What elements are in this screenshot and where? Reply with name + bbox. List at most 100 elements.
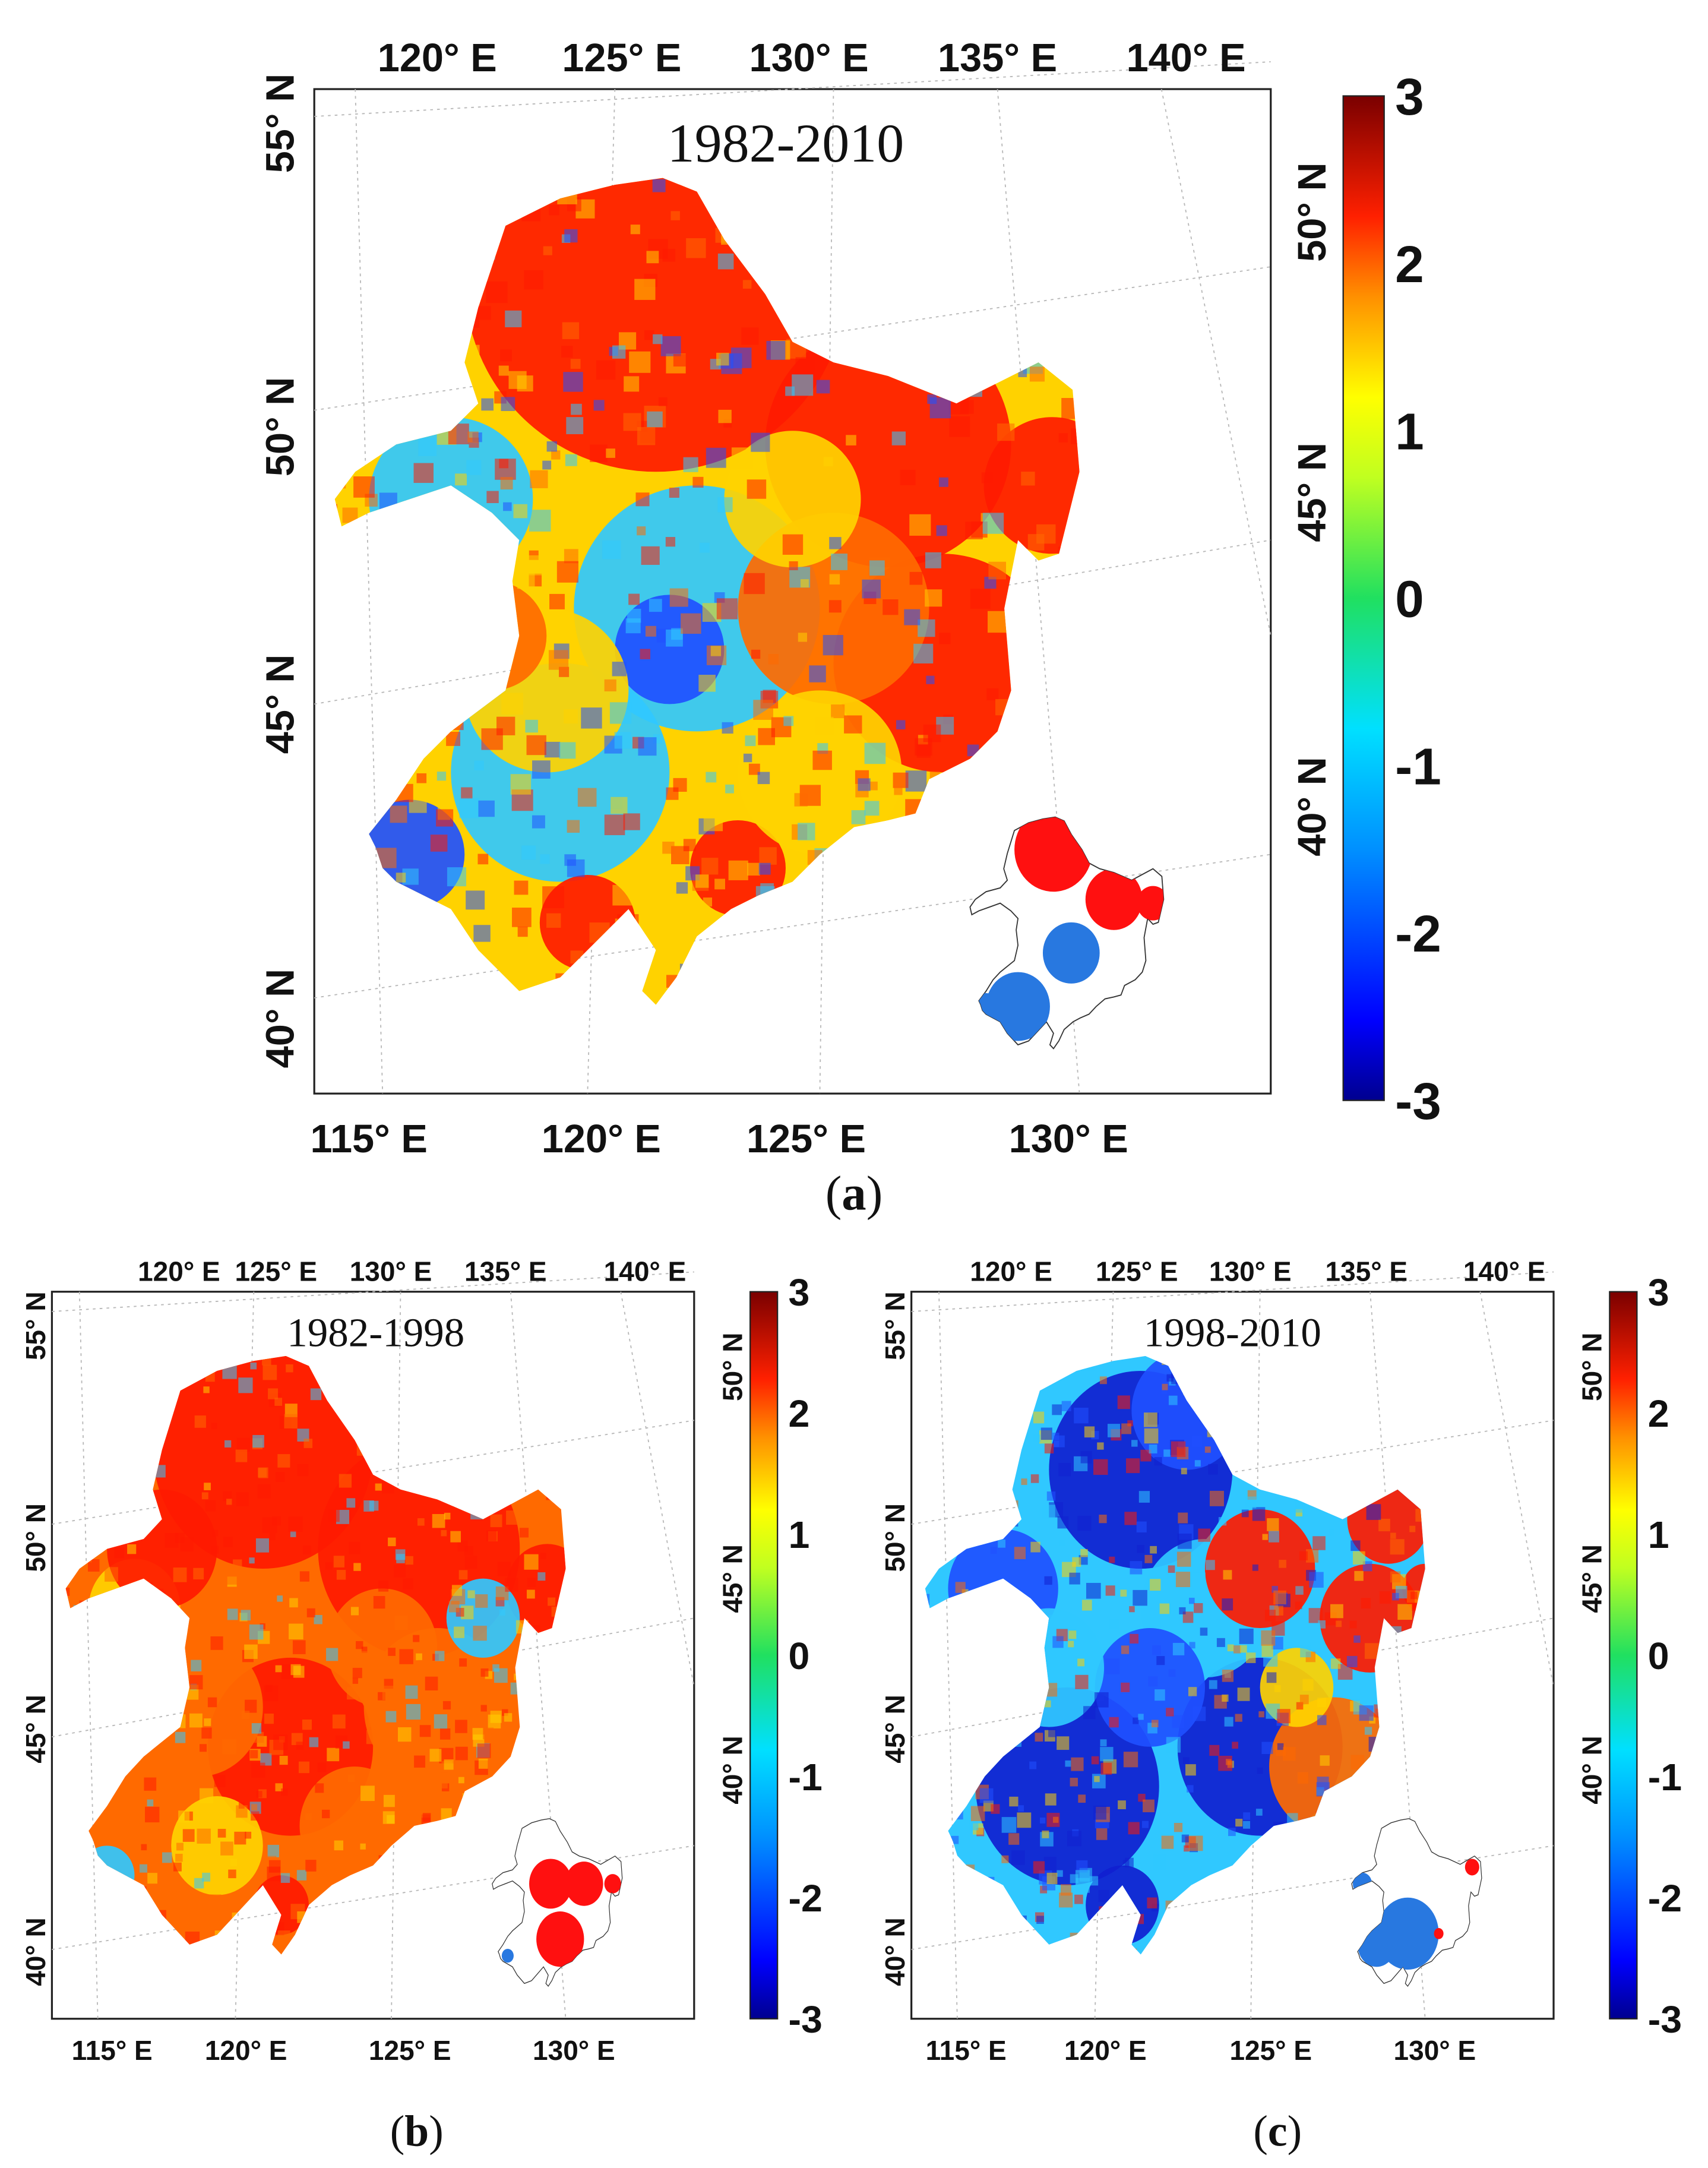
colorbar-tick-label: 2 xyxy=(1395,235,1424,293)
map-pixel xyxy=(988,561,1006,580)
map-pixel xyxy=(1011,1850,1025,1865)
map-pixel xyxy=(1267,1518,1279,1531)
map-pixel xyxy=(1093,1805,1106,1820)
map-pixel xyxy=(612,884,634,906)
map-pixel xyxy=(383,1794,395,1807)
top-longitude-label: 120° E xyxy=(378,36,497,80)
map-pixel xyxy=(292,1640,306,1654)
map-pixel xyxy=(634,279,656,300)
left-latitude-label: 40° N xyxy=(880,1917,910,1986)
map-pixel xyxy=(742,280,752,289)
map-pixel xyxy=(459,1658,467,1667)
map-pixel xyxy=(1040,1427,1052,1440)
map-pixel xyxy=(683,839,696,852)
map-pixel xyxy=(1191,1436,1203,1447)
map-pixel xyxy=(514,880,529,895)
map-pixel xyxy=(211,1546,219,1554)
map-pixel xyxy=(1328,1529,1334,1536)
map-pixel xyxy=(467,431,479,443)
map-pixel xyxy=(490,1711,502,1723)
top-longitude-label: 130° E xyxy=(749,36,869,80)
colorbar xyxy=(749,1291,779,2020)
map-pixel xyxy=(1130,1633,1139,1644)
map-pixel xyxy=(207,1697,217,1708)
map-pixel xyxy=(1243,1821,1251,1829)
map-pixel xyxy=(1224,1717,1233,1727)
map-pixel xyxy=(581,707,602,729)
map-pixel xyxy=(1058,1462,1071,1477)
map-pixel xyxy=(122,1799,131,1807)
map-pixel xyxy=(1295,1586,1304,1595)
map-pixel xyxy=(1309,1572,1324,1588)
map-pixel xyxy=(638,737,657,756)
map-pixel xyxy=(717,497,733,513)
map-pixel xyxy=(1209,1680,1217,1689)
map-anomaly-region xyxy=(171,1796,263,1895)
map-pixel xyxy=(1266,1672,1277,1683)
map-pixel xyxy=(114,1547,125,1559)
map-pixel xyxy=(199,1744,207,1752)
map-pixel xyxy=(1065,1760,1071,1767)
map-pixel xyxy=(725,784,734,794)
map-pixel xyxy=(414,1755,426,1768)
map-pixel xyxy=(162,1852,172,1863)
map-pixel xyxy=(1261,1630,1276,1646)
map-pixel xyxy=(342,1640,350,1648)
map-pixel xyxy=(1131,1440,1138,1447)
map-pixel xyxy=(1239,1628,1254,1644)
panel-caption: (a) xyxy=(825,1166,883,1221)
map-pixel xyxy=(1080,1548,1088,1557)
map-pixel xyxy=(510,774,532,795)
map-pixel xyxy=(1078,1794,1086,1803)
map-pixel xyxy=(789,561,798,571)
map-pixel xyxy=(1192,1706,1206,1721)
left-latitude-label: 50° N xyxy=(20,1503,51,1572)
map-pixel xyxy=(670,211,680,220)
map-pixel xyxy=(564,549,578,564)
map-pixel xyxy=(378,1581,389,1592)
map-pixel xyxy=(477,1743,491,1758)
map-pixel xyxy=(346,1498,356,1508)
map-pixel xyxy=(1218,1755,1232,1771)
map-pixel xyxy=(798,633,808,642)
map-pixel xyxy=(305,1860,317,1872)
map-pixel xyxy=(559,742,576,759)
period-title: 1982-1998 xyxy=(287,1310,464,1355)
map-pixel xyxy=(245,1831,252,1839)
map-pixel xyxy=(969,1820,979,1831)
map-pixel xyxy=(284,1414,298,1429)
top-longitude-label: 130° E xyxy=(1209,1256,1292,1287)
map-pixel xyxy=(242,1711,250,1720)
inset-significant-region xyxy=(986,972,1050,1041)
map-pixel xyxy=(182,1829,195,1842)
map-pixel xyxy=(298,1761,310,1774)
map-pixel xyxy=(1302,1679,1314,1691)
map-pixel xyxy=(991,1804,1000,1814)
map-pixel xyxy=(167,1891,177,1902)
map-pixel xyxy=(1352,1551,1365,1565)
map-pixel xyxy=(1262,1534,1268,1540)
map-pixel xyxy=(322,1809,330,1819)
map-pixel xyxy=(532,815,545,829)
right-latitude-label: 45° N xyxy=(1577,1544,1608,1613)
map-pixel xyxy=(505,310,522,327)
map-pixel xyxy=(442,1701,451,1710)
map-pixel xyxy=(635,492,650,507)
colorbar-tick-label: 3 xyxy=(1648,1271,1669,1314)
map-pixel xyxy=(204,1718,211,1726)
map-pixel xyxy=(444,1512,451,1520)
map-pixel xyxy=(1350,1540,1361,1551)
map-pixel xyxy=(706,772,717,783)
map-pixel xyxy=(1074,1407,1089,1424)
map-pixel xyxy=(1046,1491,1056,1501)
map-pixel xyxy=(744,573,765,595)
colorbar-tick-label: -1 xyxy=(1648,1756,1682,1799)
map-pixel xyxy=(665,537,676,547)
map-pixel xyxy=(1109,1556,1115,1563)
left-latitude-label: 45° N xyxy=(20,1695,51,1764)
map-pixel xyxy=(230,1859,238,1866)
map-pixel xyxy=(474,760,484,770)
map-pixel xyxy=(970,589,991,609)
right-latitude-label: 50° N xyxy=(1577,1332,1608,1401)
map-pixel xyxy=(275,1783,283,1791)
